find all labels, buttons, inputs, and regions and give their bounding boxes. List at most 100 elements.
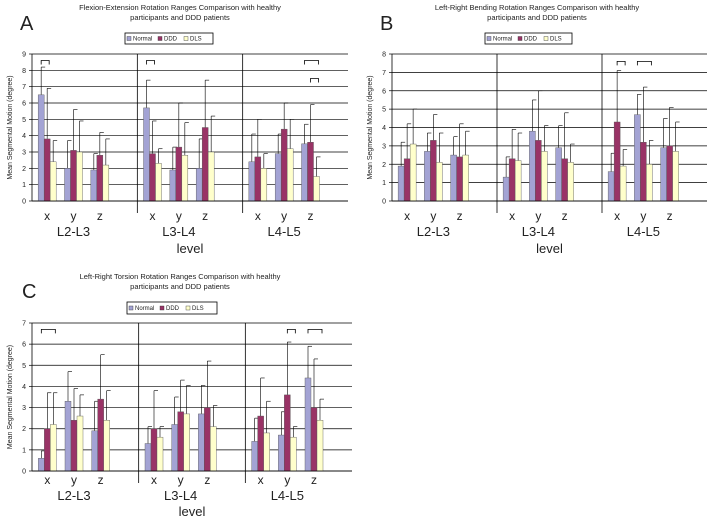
- x-tick-label: x: [44, 209, 50, 223]
- bar-ddd: [280, 128, 288, 202]
- bar-dls: [646, 164, 653, 202]
- level-label: L4-L5: [271, 488, 304, 503]
- level-label: L4-L5: [627, 224, 660, 239]
- x-tick-label: z: [311, 473, 317, 487]
- y-tick-label: 7: [382, 70, 386, 77]
- bar-dls: [103, 420, 110, 472]
- bar-normal: [424, 151, 431, 202]
- legend-swatch: [185, 305, 191, 311]
- significance-bracket: [40, 60, 50, 65]
- bar-dls: [102, 164, 110, 202]
- bar-dls: [155, 163, 162, 202]
- bar-dls: [567, 162, 574, 202]
- legend-box: [124, 32, 214, 45]
- x-tick-label: y: [535, 209, 541, 223]
- bar-normal: [529, 130, 536, 202]
- y-tick-label: 6: [22, 101, 26, 108]
- x-tick-label: z: [562, 209, 568, 223]
- bar-normal: [37, 94, 45, 202]
- bar-dls: [514, 160, 522, 202]
- legend-label: DLS: [192, 306, 204, 312]
- y-axis-label: Mean Segmental Motion (degree): [7, 345, 14, 449]
- bar-normal: [144, 443, 152, 472]
- x-tick-label: x: [150, 209, 156, 223]
- bar-ddd: [177, 411, 184, 472]
- level-label: L4-L5: [268, 224, 301, 239]
- bar-dls: [290, 436, 297, 472]
- chart-title: participants and DDD patients: [130, 13, 230, 22]
- bar-ddd: [508, 158, 516, 202]
- bar-ddd: [613, 121, 621, 202]
- bar-normal: [634, 114, 641, 202]
- x-tick-label: z: [97, 209, 103, 223]
- y-axis-label: Mean Segmental Motion (degree): [367, 75, 374, 179]
- bar-normal: [38, 458, 45, 472]
- bar-normal: [660, 147, 667, 202]
- significance-bracket: [146, 60, 155, 65]
- bar-normal: [450, 154, 457, 202]
- bar-normal: [274, 153, 282, 202]
- y-tick-label: 0: [22, 469, 26, 476]
- x-tick-label: x: [151, 473, 157, 487]
- bar-dls: [462, 154, 469, 202]
- y-tick-label: 2: [382, 162, 386, 169]
- y-tick-label: 9: [22, 52, 26, 59]
- y-tick-label: 2: [22, 166, 26, 173]
- legend-swatch: [126, 36, 132, 41]
- x-tick-label: x: [614, 209, 620, 223]
- bar-dls: [436, 162, 443, 202]
- bar-dls: [263, 432, 270, 472]
- y-tick-label: 6: [22, 342, 26, 349]
- significance-bracket: [286, 328, 296, 334]
- bar-ddd: [535, 140, 542, 202]
- legend-label: DDD: [524, 37, 538, 43]
- bar-normal: [195, 168, 203, 202]
- bar-ddd: [561, 158, 568, 202]
- bar-ddd: [666, 145, 673, 202]
- y-tick-label: 4: [382, 125, 386, 132]
- bar-dls: [156, 436, 164, 472]
- bar-normal: [169, 169, 177, 202]
- legend: Normal DDD DLS: [484, 32, 573, 45]
- level-label: L3-L4: [162, 224, 195, 239]
- legend-swatch: [486, 36, 492, 41]
- bar-ddd: [175, 146, 183, 202]
- bar-dls: [76, 415, 84, 472]
- bar-ddd: [456, 156, 463, 202]
- bar-normal: [555, 147, 562, 202]
- significance-bracket: [40, 328, 56, 334]
- x-axis-label: level: [179, 504, 206, 519]
- y-tick-label: 1: [22, 182, 26, 189]
- bar-normal: [91, 430, 98, 472]
- bar-dls: [260, 168, 268, 202]
- legend-label: DDD: [164, 37, 178, 43]
- legend-label: DLS: [550, 37, 562, 43]
- chart-panel-b: B Left-Right Bending Rotation Ranges Comp…: [367, 3, 707, 256]
- y-tick-label: 5: [22, 117, 26, 124]
- legend-label: Normal: [135, 306, 154, 312]
- x-tick-label: y: [71, 473, 77, 487]
- legend-swatch: [159, 305, 165, 311]
- bar-ddd: [257, 415, 264, 472]
- x-tick-label: y: [71, 209, 77, 223]
- bar-dls: [316, 420, 324, 472]
- x-axis-label: level: [177, 241, 204, 256]
- x-tick-label: y: [284, 473, 290, 487]
- x-tick-label: x: [404, 209, 410, 223]
- x-tick-label: z: [308, 209, 314, 223]
- chart-title: Left-Right Torsion Rotation Ranges Compa…: [80, 272, 281, 281]
- significance-bracket: [304, 60, 319, 65]
- legend-swatch: [128, 305, 134, 311]
- bar-ddd: [44, 428, 51, 472]
- x-tick-label: z: [667, 209, 673, 223]
- chart-panel-c: C Left-Right Torsion Rotation Ranges Comp…: [7, 272, 352, 519]
- legend-box: [484, 32, 573, 45]
- level-label: L3-L4: [522, 224, 555, 239]
- significance-bracket: [307, 328, 323, 334]
- bar-normal: [304, 377, 312, 472]
- panel-label: A: [20, 13, 34, 35]
- level-label: L2-L3: [57, 224, 90, 239]
- y-tick-label: 3: [22, 405, 26, 412]
- x-tick-label: y: [178, 473, 184, 487]
- legend-label: DLS: [190, 37, 202, 43]
